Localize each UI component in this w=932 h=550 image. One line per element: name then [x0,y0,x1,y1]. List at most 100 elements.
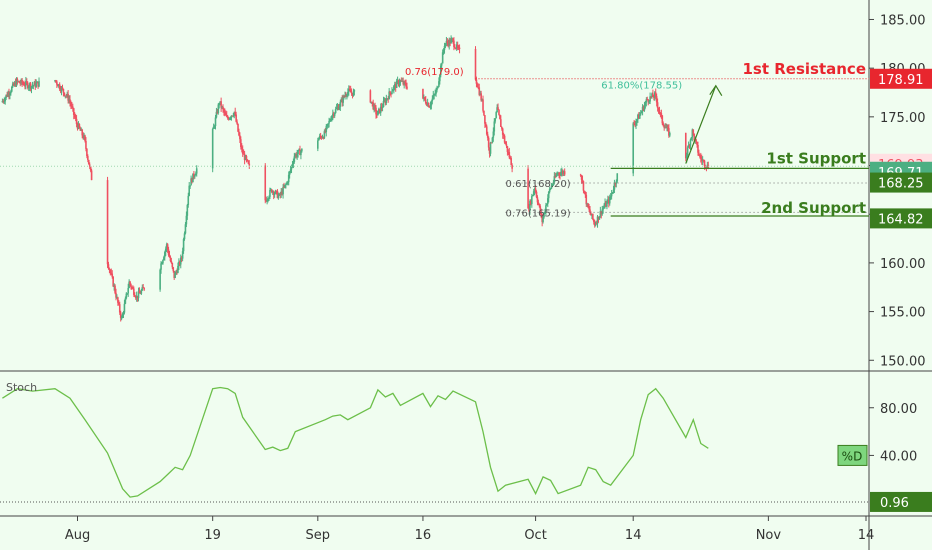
candle [585,192,588,207]
candle [300,150,302,160]
candle [245,154,248,163]
candle [392,88,394,92]
candle [334,106,337,114]
candle [700,154,703,165]
candle [12,82,15,86]
candle [496,104,498,113]
candle [382,96,385,108]
candle [293,152,296,164]
candle [616,173,619,183]
candle [224,108,226,117]
candle [17,80,20,83]
candle [692,129,695,136]
candle [500,115,502,128]
candle [587,203,589,209]
candle [691,128,694,142]
candle [403,80,405,89]
candle [227,116,230,121]
candle [639,110,642,116]
osc-tick-label: 40.00 [880,449,917,464]
candle [662,121,665,127]
candle [107,261,110,270]
candle [30,85,33,94]
svg-text:164.82: 164.82 [878,212,924,227]
candle [399,79,402,86]
candle [54,79,56,83]
candle [602,205,604,214]
candle [233,111,236,119]
candle [330,116,332,122]
candle [31,81,34,89]
candle [406,82,408,90]
candle [644,101,647,109]
candle [24,82,26,90]
candle [535,190,538,199]
candle [266,196,268,205]
candle [178,258,180,270]
candle [278,193,281,197]
candle [561,167,563,177]
candle [559,171,561,180]
candle [215,107,218,119]
candle [80,127,83,131]
candle [393,84,395,94]
x-tick-label: 19 [204,528,221,543]
candle [689,138,692,150]
candle [687,141,690,148]
candle [1,98,4,103]
candle [232,113,235,118]
candle [4,96,7,105]
candle [194,171,197,176]
candle [596,215,599,228]
candle [279,192,282,199]
candle [321,134,324,139]
candle [64,95,67,99]
candle [285,182,287,189]
candle [500,126,503,131]
candle [610,189,613,200]
candle [275,190,278,195]
candle [608,196,610,208]
x-tick-label: Aug [65,528,90,543]
candle [212,123,215,130]
candle [456,41,459,50]
candle [343,95,345,98]
candle [492,127,495,142]
candle [614,182,617,188]
candle [423,94,425,102]
candle [268,195,270,201]
level-lines: 1st Resistance 1st Support 2nd Support [0,60,869,217]
candle [387,95,390,103]
candle [176,268,178,275]
candle [230,115,233,121]
svg-text:0.96: 0.96 [880,496,909,511]
candle [347,85,350,96]
candle [542,215,544,224]
candle [81,128,84,139]
candle [490,142,493,144]
candle [379,103,382,116]
candle [474,46,477,81]
candle [615,179,618,188]
candle [292,158,295,169]
candle [73,112,76,119]
candle [338,103,341,111]
candle [546,194,549,208]
candle [455,41,458,52]
candle [118,300,120,306]
candle [8,88,10,100]
candle [16,77,19,85]
candle [453,37,455,51]
candle [424,96,426,101]
candle [701,156,704,166]
candle [603,203,605,209]
candle [531,193,533,208]
candle [57,84,60,89]
candle [666,124,668,132]
candle [175,269,177,276]
candle [503,134,506,144]
candle [488,147,491,158]
candle [654,88,657,100]
candle [244,154,247,161]
